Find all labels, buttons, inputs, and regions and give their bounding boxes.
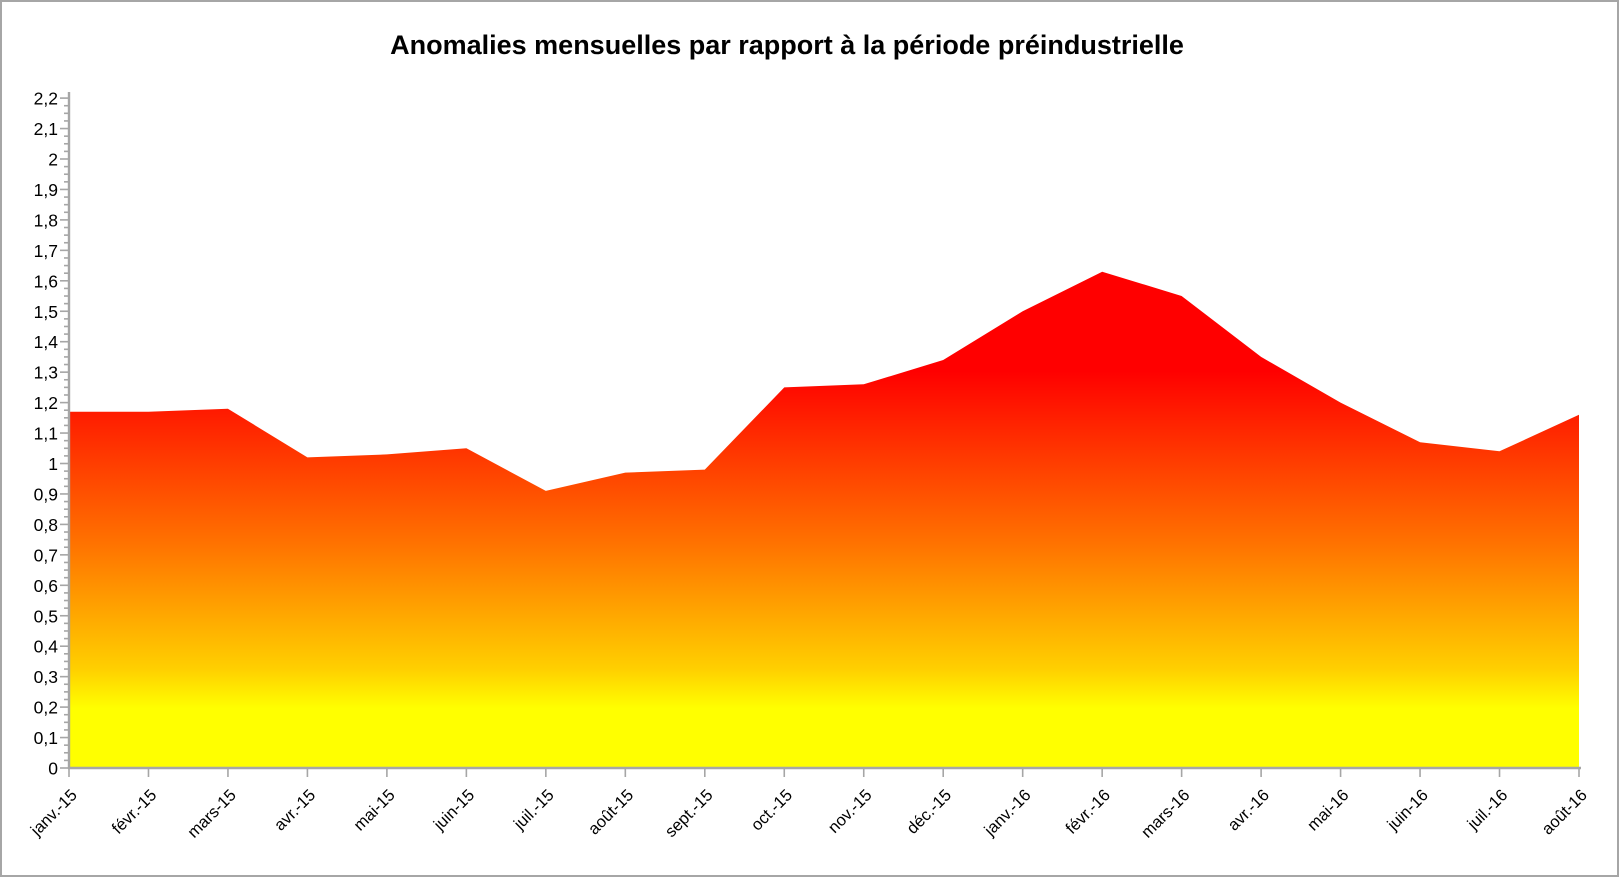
x-axis-label: oct.-15 [748,786,796,834]
x-axis-label: sept.-15 [662,786,717,841]
x-axis-label: janv.-15 [27,786,81,840]
x-axis-label: déc.-15 [903,786,955,838]
y-axis-label: 1,9 [34,180,58,200]
y-axis-label: 0,5 [34,606,58,626]
y-axis-label: 0,8 [34,515,58,535]
x-axis-label: juil.-15 [510,786,558,834]
y-axis-label: 1,2 [34,393,58,413]
y-axis-label: 1,5 [34,302,58,322]
y-axis-label: 1,3 [34,363,58,383]
x-axis-label: mars-15 [184,786,240,842]
y-axis-label: 2,2 [34,89,58,109]
x-axis-label: févr.-16 [1062,786,1114,838]
y-axis-label: 1 [48,454,58,474]
y-axis-label: 2,1 [34,119,58,139]
y-axis-label: 1,6 [34,271,58,291]
y-axis-label: 0,6 [34,576,58,596]
x-axis-label: janv.-16 [980,786,1034,840]
y-axis-label: 0,4 [34,637,59,657]
y-axis-label: 2 [48,150,58,170]
anomaly-area-series [69,271,1579,768]
y-axis-label: 1,4 [34,332,59,352]
y-axis-label: 0,7 [34,545,58,565]
x-axis-label: août-16 [1539,786,1591,838]
y-axis-label: 0,1 [34,728,58,748]
x-axis-label: mai-15 [350,786,398,834]
y-axis-label: 0,2 [34,698,58,718]
y-axis-label: 1,8 [34,210,58,230]
y-axis-label: 1,7 [34,241,58,261]
x-axis-label: juin-15 [430,786,478,834]
x-axis-label: avr.-16 [1225,786,1273,834]
y-axis-label: 0,3 [34,667,58,687]
x-axis-label: mai-16 [1304,786,1352,834]
x-axis-label: févr.-15 [109,786,161,838]
chart-title: Anomalies mensuelles par rapport à la pé… [390,30,1184,60]
x-axis-label: avr.-15 [271,786,319,834]
y-axis-label: 1,1 [34,424,58,444]
y-axis-label: 0 [48,759,58,779]
x-axis-label: août-15 [585,786,637,838]
x-axis-label: juil.-16 [1464,786,1512,834]
y-axis-label: 0,9 [34,484,58,504]
x-axis-label: juin-16 [1383,786,1431,834]
x-axis-label: mars-16 [1138,786,1194,842]
x-axis-label: nov.-15 [825,786,876,837]
